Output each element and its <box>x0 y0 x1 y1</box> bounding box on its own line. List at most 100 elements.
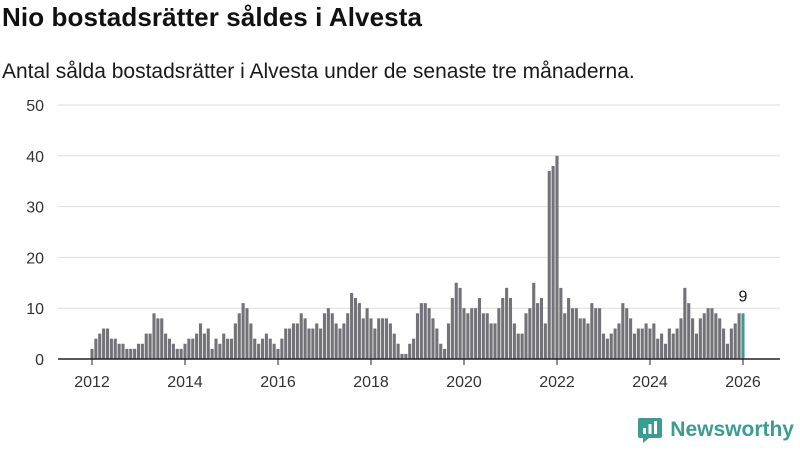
bar <box>90 348 94 359</box>
bar <box>136 343 141 359</box>
bar <box>280 338 284 359</box>
bar <box>694 333 699 359</box>
bar <box>295 323 299 359</box>
bar <box>253 338 257 359</box>
y-tick-label: 50 <box>26 98 44 115</box>
bar <box>315 323 319 359</box>
bar <box>427 308 431 359</box>
bar <box>175 348 179 359</box>
bar <box>330 313 334 359</box>
bar <box>156 318 160 359</box>
bar <box>210 348 214 359</box>
bar <box>663 343 668 359</box>
x-tick-label: 2026 <box>725 374 761 391</box>
bar <box>520 333 524 359</box>
bar <box>276 348 280 359</box>
bar <box>260 338 265 359</box>
bar <box>539 298 544 359</box>
bar <box>667 328 671 359</box>
bar <box>508 298 513 359</box>
bar <box>439 343 443 359</box>
bar <box>218 343 222 359</box>
bar <box>671 333 675 359</box>
bar <box>613 328 617 359</box>
newsworthy-brand: Newsworthy <box>637 416 794 444</box>
bar <box>679 318 683 359</box>
bar <box>698 318 702 359</box>
bar <box>326 308 330 359</box>
bar <box>419 303 423 359</box>
bar <box>257 343 261 359</box>
bar <box>516 333 520 359</box>
bar <box>477 298 482 359</box>
bar <box>737 313 741 359</box>
bar <box>94 338 98 359</box>
bar <box>412 338 416 359</box>
bar <box>357 303 361 359</box>
bar <box>625 308 629 359</box>
bar <box>524 313 528 359</box>
bar <box>648 328 652 359</box>
bar <box>133 348 137 359</box>
bar <box>384 318 389 359</box>
bar <box>450 298 454 359</box>
latest-value-label: 9 <box>739 288 748 305</box>
bar <box>392 333 396 359</box>
bar <box>299 313 303 359</box>
bar <box>462 308 466 359</box>
bar <box>105 328 110 359</box>
bar <box>365 308 369 359</box>
bar <box>377 318 381 359</box>
bar <box>551 165 555 359</box>
bar <box>415 313 420 359</box>
bar <box>268 338 272 359</box>
bar <box>346 313 350 359</box>
bar <box>446 323 451 359</box>
bar <box>489 323 493 359</box>
bar <box>98 333 102 359</box>
bar <box>388 323 392 359</box>
bar <box>291 323 296 359</box>
bar <box>408 343 412 359</box>
bar <box>435 328 439 359</box>
bar <box>570 308 575 359</box>
bar <box>109 338 113 359</box>
bar <box>195 333 199 359</box>
bar <box>621 303 625 359</box>
bar <box>350 292 354 359</box>
chart-title: Nio bostadsrätter såldes i Alvesta <box>2 2 423 32</box>
bar <box>547 171 551 359</box>
bar <box>361 318 365 359</box>
bar <box>636 328 640 359</box>
y-tick-label: 10 <box>26 301 44 318</box>
bar <box>729 328 733 359</box>
bar <box>233 323 237 359</box>
bar <box>245 308 249 359</box>
bar <box>288 328 292 359</box>
bar <box>206 328 210 359</box>
bar <box>214 338 218 359</box>
bar <box>601 333 606 359</box>
bar <box>594 308 598 359</box>
bar <box>706 308 710 359</box>
bar <box>710 308 714 359</box>
bar <box>334 323 338 359</box>
bar <box>249 323 253 359</box>
bar <box>222 333 226 359</box>
bar <box>191 338 195 359</box>
chart-subtitle: Antal sålda bostadsrätter i Alvesta unde… <box>2 60 635 83</box>
bar <box>164 333 168 359</box>
bar <box>404 353 408 359</box>
bar <box>474 308 478 359</box>
bar <box>125 348 129 359</box>
bar <box>167 338 172 359</box>
bar <box>536 303 540 359</box>
bar <box>470 308 474 359</box>
y-tick-label: 40 <box>26 149 44 166</box>
bar <box>140 343 144 359</box>
bar <box>311 328 315 359</box>
bar <box>179 348 183 359</box>
bar <box>559 287 563 359</box>
bar <box>183 343 187 359</box>
